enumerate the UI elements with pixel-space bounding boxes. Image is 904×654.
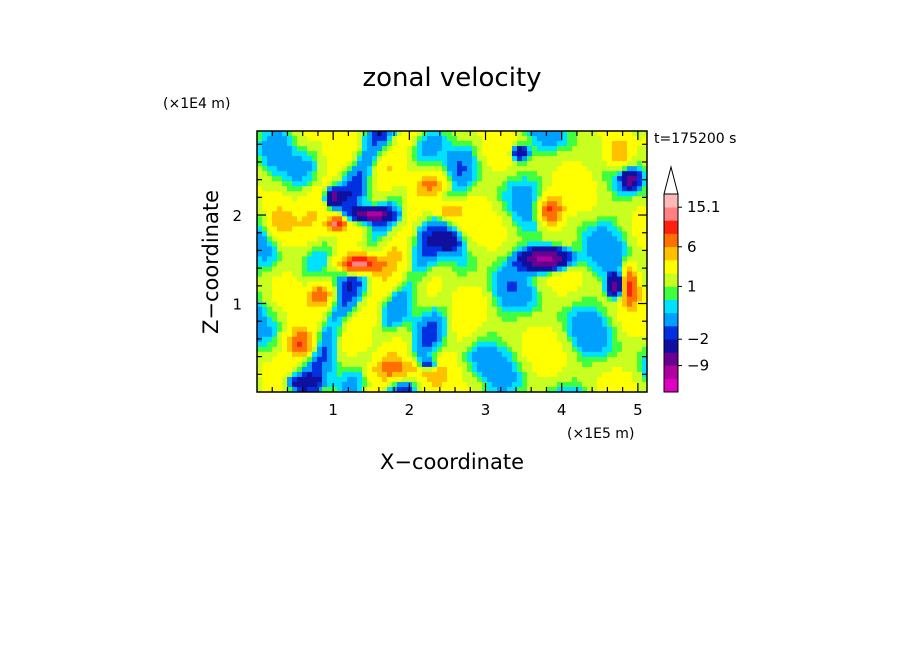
colorbar-swatch	[664, 299, 678, 314]
velocity-field	[257, 131, 647, 392]
x-axis-multiplier: (×1E5 m)	[567, 426, 634, 442]
colorbar-swatch	[664, 352, 678, 366]
colorbar-swatch	[664, 378, 678, 393]
x-tick-label: 5	[633, 401, 643, 419]
x-tick-label: 4	[557, 401, 567, 419]
time-label: t=175200 s	[654, 131, 736, 147]
colorbar-label: 6	[687, 238, 697, 256]
colorbar-label: −2	[687, 330, 709, 348]
x-axis-label: X−coordinate	[380, 450, 524, 474]
colorbar-swatch	[664, 246, 678, 261]
y-tick-label: 2	[232, 207, 242, 225]
y-axis-label: Z−coordinate	[199, 190, 223, 334]
chart-title: zonal velocity	[362, 63, 541, 93]
x-tick-label: 3	[481, 401, 491, 419]
colorbar-swatch	[664, 233, 678, 248]
colorbar-swatch	[664, 260, 678, 274]
y-tick-label: 1	[232, 296, 242, 314]
colorbar: 15.1 6 1 −2 −9	[663, 165, 720, 393]
x-tick-label: 1	[328, 401, 338, 419]
x-tick-label: 2	[405, 401, 415, 419]
colorbar-swatch	[664, 326, 678, 340]
plot-frame	[256, 130, 648, 393]
colorbar-label: −9	[687, 357, 709, 375]
colorbar-label: 15.1	[687, 198, 720, 216]
colorbar-swatch	[664, 286, 678, 300]
colorbar-extension-arrow	[663, 165, 679, 195]
colorbar-label: 1	[687, 277, 697, 295]
colorbar-swatch	[664, 339, 678, 353]
y-axis-multiplier: (×1E4 m)	[163, 96, 230, 112]
colorbar-swatch	[664, 207, 678, 221]
colorbar-swatch	[664, 220, 678, 234]
colorbar-swatch	[664, 273, 678, 287]
colorbar-swatch	[664, 312, 678, 327]
colorbar-swatch	[664, 194, 678, 208]
y-axis: 12	[232, 143, 647, 375]
colorbar-swatch	[664, 365, 678, 380]
x-axis: 1 2 3 4 5	[271, 131, 643, 419]
